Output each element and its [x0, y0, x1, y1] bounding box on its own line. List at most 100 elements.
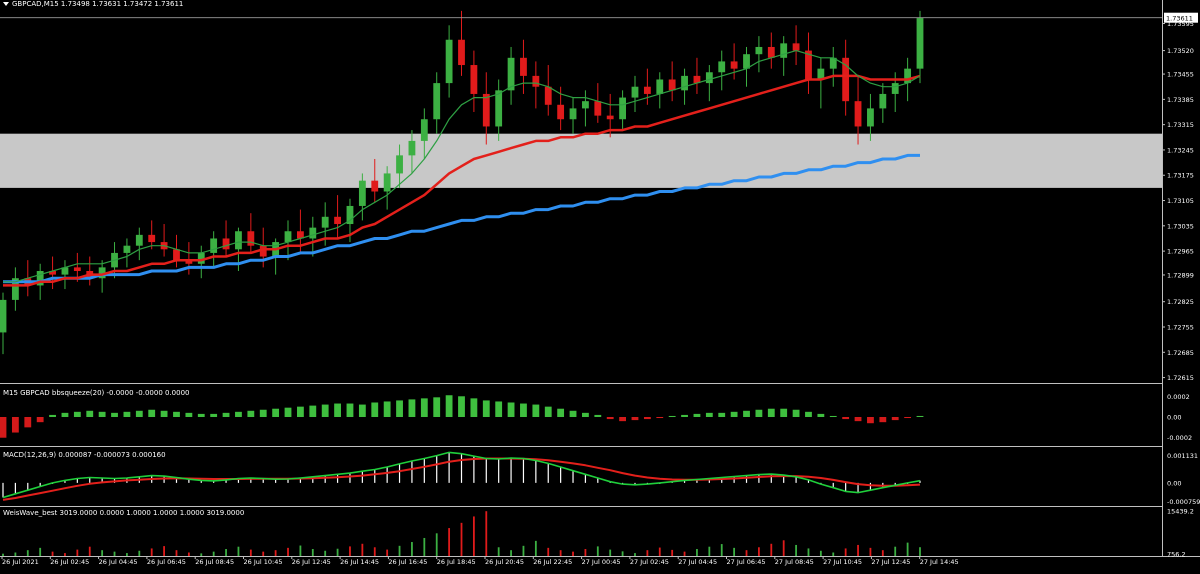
squeeze-bar [98, 411, 106, 417]
macd-hist-bar [175, 477, 178, 483]
squeeze-tick-label: 0.00 [1167, 414, 1181, 422]
candle-body [408, 140, 416, 156]
squeeze-bar [173, 411, 180, 417]
squeeze-bar [408, 399, 416, 417]
weis-bar [832, 552, 835, 556]
weis-bar [634, 553, 636, 556]
x-tick-label: 26 Jul 04:45 [99, 558, 138, 566]
candle-body [792, 43, 800, 51]
squeeze-title: M15 GBPCAD bbsqueeze(20) -0.0000 -0.0000… [3, 389, 190, 397]
macd-hist-bar [250, 478, 252, 483]
macd-hist-bar [64, 480, 66, 483]
candle-body [433, 83, 441, 120]
candle-body [829, 57, 837, 69]
squeeze-bar [693, 413, 701, 417]
candle-body [854, 101, 862, 127]
weis-bar [770, 543, 773, 556]
candle-body [185, 260, 193, 264]
x-tick-label: 26 Jul 12:45 [292, 558, 331, 566]
candle-body [396, 155, 403, 174]
ma-long-line [3, 153, 920, 284]
candle-body [247, 231, 255, 246]
squeeze-bar [520, 403, 527, 417]
macd-hist-bar [386, 467, 388, 483]
macd-hist-bar [374, 469, 376, 483]
weis-bar [398, 545, 401, 556]
x-tick-label: 27 Jul 04:45 [678, 558, 717, 566]
macd-hist-bar [336, 474, 339, 483]
triangle-down-icon[interactable] [3, 2, 9, 6]
weis-bar [510, 550, 512, 556]
ma-slow-line [3, 74, 921, 287]
weis-bar [720, 544, 723, 556]
squeeze-bar [631, 417, 639, 421]
candle-body [73, 267, 81, 271]
macd-hist-bar [807, 479, 810, 483]
macd-hist-bar [857, 482, 859, 493]
candle-body [767, 46, 775, 58]
weis-bar [919, 547, 921, 556]
x-tick-label: 26 Jul 18:45 [437, 558, 476, 566]
weis-bar [572, 551, 574, 556]
macd-hist-bar [287, 478, 289, 483]
macd-hist-bar [572, 470, 574, 483]
candle-body [594, 101, 602, 116]
squeeze-bar [829, 415, 837, 417]
weis-bar [274, 550, 277, 556]
candle-body [780, 43, 788, 58]
macd-hist-bar [436, 455, 438, 483]
x-tick-label: 26 Jul 20:45 [485, 558, 524, 566]
macd-signal-line [2, 457, 921, 501]
squeeze-bar [854, 417, 862, 422]
squeeze-bar [222, 412, 230, 417]
squeeze-bar [643, 417, 651, 420]
squeeze-bar [495, 401, 503, 417]
candle-body [681, 75, 688, 91]
price-tag [1164, 12, 1198, 23]
weis-bar [658, 547, 661, 556]
macd-hist-bar [39, 482, 41, 487]
weis-bar [460, 522, 463, 556]
candle-body [718, 61, 726, 73]
weis-bar [311, 549, 314, 556]
macd-hist-bar [535, 460, 537, 483]
candle-body [730, 61, 738, 69]
candle-body [259, 245, 267, 257]
macd-hist-bar [783, 475, 785, 483]
y-tick-label: 1.72615 [1167, 374, 1194, 382]
weis-bar [522, 545, 525, 556]
squeeze-bar [86, 410, 94, 417]
candle-body [805, 50, 812, 80]
weis-bar [819, 550, 822, 556]
candle-body [656, 79, 664, 94]
macd-hist-bar [721, 477, 723, 483]
y-tick-label: 1.72755 [1167, 323, 1194, 331]
weis-bar [299, 545, 302, 556]
candle-body [334, 216, 341, 225]
squeeze-bar [383, 401, 391, 417]
weis-bar [609, 549, 612, 556]
candle-body [705, 72, 713, 84]
macd-hist-bar [485, 458, 487, 483]
candle-body [358, 180, 366, 206]
weis-bar [485, 511, 488, 556]
candle-body [470, 65, 478, 94]
x-tick-label: 27 Jul 00:45 [582, 558, 621, 566]
x-tick-label: 27 Jul 12:45 [871, 558, 910, 566]
macd-hist-bar [262, 478, 264, 483]
macd-hist-bar [275, 479, 277, 483]
macd-hist-bar [584, 474, 587, 483]
weis-bar [807, 548, 810, 556]
squeeze-bar [470, 398, 478, 417]
squeeze-bar [891, 417, 899, 421]
candle-body [49, 270, 56, 275]
candle-body [668, 79, 676, 91]
squeeze-bar [123, 411, 131, 417]
y-tick-label: 1.73105 [1167, 197, 1194, 205]
macd-hist-bar [498, 459, 500, 483]
squeeze-bar [24, 417, 32, 428]
squeeze-bar [458, 396, 465, 417]
weis-bar [782, 540, 785, 556]
